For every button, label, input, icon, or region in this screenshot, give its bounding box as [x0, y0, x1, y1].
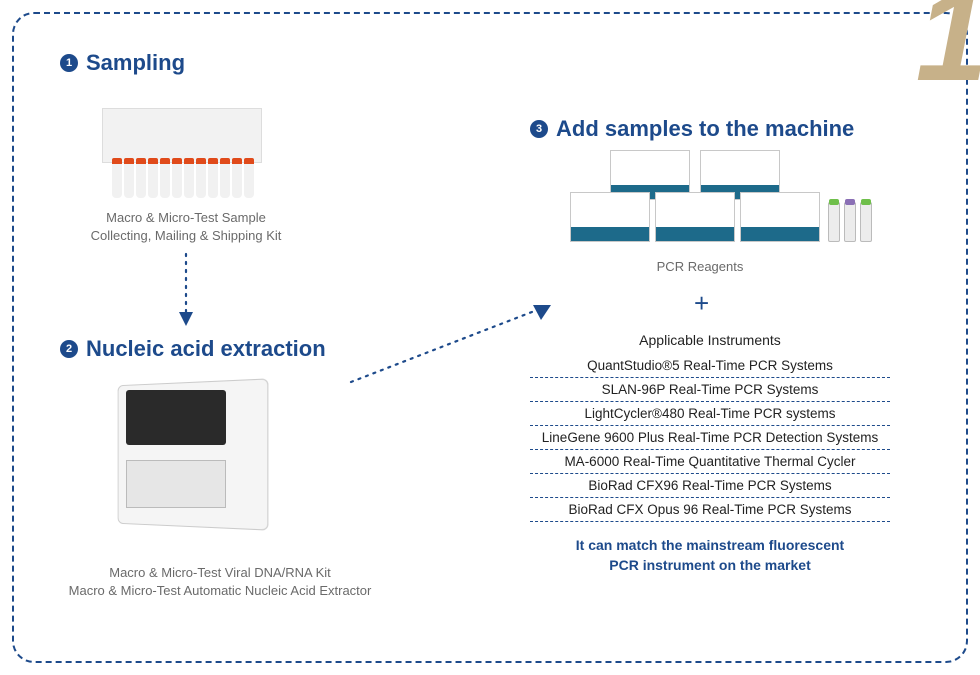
sample-tube	[220, 158, 230, 198]
sample-tube	[136, 158, 146, 198]
instruments-footer: It can match the mainstream fluorescent …	[530, 536, 890, 575]
step3-title: 3 Add samples to the machine	[530, 116, 854, 142]
sample-tube	[124, 158, 134, 198]
step3-caption: PCR Reagents	[640, 258, 760, 276]
big-step-number: 1	[916, 0, 980, 100]
step2-caption: Macro & Micro-Test Viral DNA/RNA Kit Mac…	[40, 564, 400, 600]
sample-tube	[196, 158, 206, 198]
step3-title-text: Add samples to the machine	[556, 116, 854, 142]
instrument-row: QuantStudio®5 Real-Time PCR Systems	[530, 354, 890, 378]
arrow-2-to-3	[345, 300, 555, 390]
arrow-1-to-2	[176, 254, 196, 328]
sample-tube	[208, 158, 218, 198]
instrument-row: MA-6000 Real-Time Quantitative Thermal C…	[530, 450, 890, 474]
sample-tube	[160, 158, 170, 198]
sample-tube	[244, 158, 254, 198]
sample-tube	[172, 158, 182, 198]
instruments-header: Applicable Instruments	[530, 332, 890, 348]
step3-badge: 3	[530, 120, 548, 138]
pcr-reagents-illustration	[570, 150, 870, 260]
instrument-row: BioRad CFX96 Real-Time PCR Systems	[530, 474, 890, 498]
instruments-list: Applicable Instruments QuantStudio®5 Rea…	[530, 332, 890, 575]
step2-title: 2 Nucleic acid extraction	[60, 336, 326, 362]
sample-tube	[148, 158, 158, 198]
step1-badge: 1	[60, 54, 78, 72]
sample-tube	[232, 158, 242, 198]
extraction-machine-illustration	[92, 372, 302, 537]
sampling-kit-illustration	[92, 88, 272, 198]
step2-badge: 2	[60, 340, 78, 358]
instrument-row: LightCycler®480 Real-Time PCR systems	[530, 402, 890, 426]
sample-tube	[112, 158, 122, 198]
instrument-row: BioRad CFX Opus 96 Real-Time PCR Systems	[530, 498, 890, 522]
step1-title: 1 Sampling	[60, 50, 185, 76]
sample-tube	[184, 158, 194, 198]
plus-icon: +	[694, 288, 709, 319]
step1-title-text: Sampling	[86, 50, 185, 76]
instrument-row: SLAN-96P Real-Time PCR Systems	[530, 378, 890, 402]
step2-title-text: Nucleic acid extraction	[86, 336, 326, 362]
instrument-row: LineGene 9600 Plus Real-Time PCR Detecti…	[530, 426, 890, 450]
step1-caption: Macro & Micro-Test Sample Collecting, Ma…	[86, 209, 286, 245]
